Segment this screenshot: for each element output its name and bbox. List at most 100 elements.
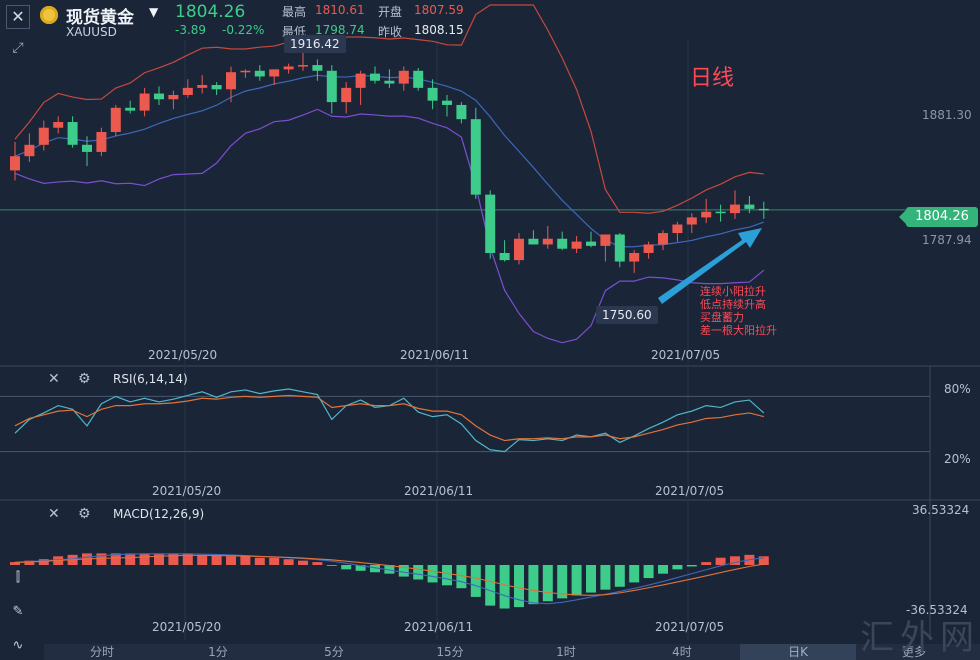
tab-15min[interactable]: 15分: [436, 645, 464, 659]
chevron-down-icon[interactable]: ▼: [149, 5, 159, 19]
macd-histogram-bar: [96, 553, 107, 565]
annotation-line: 低点持续升高: [700, 298, 766, 311]
annotation-line: 买盘蓄力: [700, 311, 744, 324]
candle-body: [211, 85, 222, 90]
candle-body: [427, 87, 438, 101]
macd-histogram-bar: [398, 565, 409, 577]
macd-title: MACD(12,26,9): [113, 507, 205, 521]
macd-histogram-bar: [312, 562, 323, 565]
tab-5min[interactable]: 5分: [324, 645, 344, 659]
candle-body: [355, 73, 366, 88]
open-label: 开盘: [378, 5, 403, 19]
macd-histogram-bar: [10, 562, 20, 565]
settings-icon[interactable]: ⚙: [78, 371, 91, 387]
pen-tool-icon[interactable]: ✎: [12, 604, 24, 619]
macd-histogram-bar: [658, 565, 668, 574]
rsi-title: RSI(6,14,14): [113, 372, 188, 386]
candle-body: [470, 119, 481, 195]
tab-daily[interactable]: 日K: [740, 644, 856, 660]
candle-body: [197, 85, 208, 88]
macd-histogram-bar: [528, 565, 539, 605]
open-value: 1807.59: [414, 3, 464, 17]
high-value: 1810.61: [315, 3, 365, 17]
macd-histogram-bar: [456, 565, 467, 589]
rsi-series-line: [14, 394, 764, 442]
line-tool-icon[interactable]: ∿: [12, 638, 24, 653]
tab-4hour[interactable]: 4时: [672, 645, 692, 659]
low-callout: 1750.60: [596, 306, 658, 324]
price-scale-label: 1881.30: [922, 108, 972, 122]
macd-histogram-bar: [283, 559, 294, 565]
macd-histogram-bar: [715, 557, 726, 565]
candle-body: [24, 144, 35, 157]
macd-histogram-bar: [326, 565, 337, 566]
candle-body: [514, 238, 524, 261]
candle-body: [312, 65, 323, 71]
date-label: 2021/07/05: [651, 348, 721, 362]
macd-histogram-bar: [542, 565, 553, 602]
macd-histogram-bar: [226, 556, 236, 565]
price-change-pct: -0.22%: [222, 23, 265, 37]
date-label: 2021/06/11: [404, 484, 474, 498]
macd-histogram-bar: [427, 565, 438, 583]
macd-histogram-bar: [254, 557, 265, 565]
candle-body: [485, 194, 496, 253]
candle-body: [672, 224, 683, 234]
candle-body: [701, 211, 712, 218]
candle-body: [442, 100, 452, 105]
macd-histogram-bar: [571, 565, 582, 596]
macd-histogram-bar: [269, 557, 280, 565]
close-icon[interactable]: ✕: [48, 371, 60, 387]
candle-body: [758, 208, 769, 211]
macd-histogram-bar: [110, 553, 121, 565]
candle-body: [182, 87, 193, 95]
annotation-line: 差一根大阳拉升: [700, 324, 777, 337]
expand-icon[interactable]: ⤢: [12, 40, 24, 56]
candlestick-tool-icon[interactable]: ⫿: [15, 570, 21, 585]
date-label: 2021/07/05: [655, 620, 725, 634]
macd-histogram-bar: [470, 565, 481, 597]
tab-more[interactable]: 更多: [901, 645, 926, 659]
macd-histogram-bar: [686, 565, 697, 567]
symbol-name[interactable]: 现货黄金: [66, 8, 134, 28]
macd-bottom-value: -36.53324: [906, 603, 968, 617]
symbol-code: XAUUSD: [66, 25, 117, 39]
candle-body: [730, 204, 740, 214]
candle-body: [298, 65, 308, 67]
macd-histogram-bar: [629, 565, 640, 583]
close-icon[interactable]: ✕: [6, 5, 30, 29]
period-tabs: 分时 1分 5分 15分 1时 4时 日K 更多: [44, 644, 980, 660]
low-value: 1798.74: [315, 23, 365, 37]
gold-coin-icon: [40, 6, 58, 24]
high-callout: 1916.42: [284, 35, 346, 53]
candle-body: [658, 233, 668, 245]
candle-body: [341, 87, 352, 103]
tab-intraday[interactable]: 分时: [89, 645, 114, 659]
macd-histogram-bar: [240, 556, 251, 565]
annotation-text: 连续小阳拉升 低点持续升高 买盘蓄力 差一根大阳拉升: [700, 285, 777, 337]
macd-histogram-bar: [182, 553, 193, 565]
candle-body: [283, 66, 294, 70]
candle-body: [110, 107, 121, 132]
settings-icon[interactable]: ⚙: [78, 506, 91, 522]
candle-body: [370, 73, 380, 81]
candle-body: [269, 69, 280, 77]
close-icon[interactable]: ✕: [48, 506, 60, 522]
macd-histogram-bar: [730, 556, 740, 565]
date-label: 2021/05/20: [152, 620, 222, 634]
candle-body: [586, 241, 596, 246]
macd-histogram-bar: [298, 560, 308, 565]
macd-histogram-bar: [586, 565, 596, 593]
tab-1hour[interactable]: 1时: [556, 645, 576, 659]
candle-body: [226, 72, 236, 90]
price-change: -3.89: [175, 23, 207, 37]
macd-histogram-bar: [413, 565, 424, 580]
candle-body: [614, 234, 625, 262]
candle-body: [240, 70, 251, 73]
macd-histogram-bar: [24, 560, 35, 565]
tab-1min[interactable]: 1分: [208, 645, 228, 659]
candle-body: [67, 122, 78, 145]
annotation-line: 连续小阳拉升: [700, 285, 766, 298]
macd-histogram-bar: [370, 565, 380, 573]
